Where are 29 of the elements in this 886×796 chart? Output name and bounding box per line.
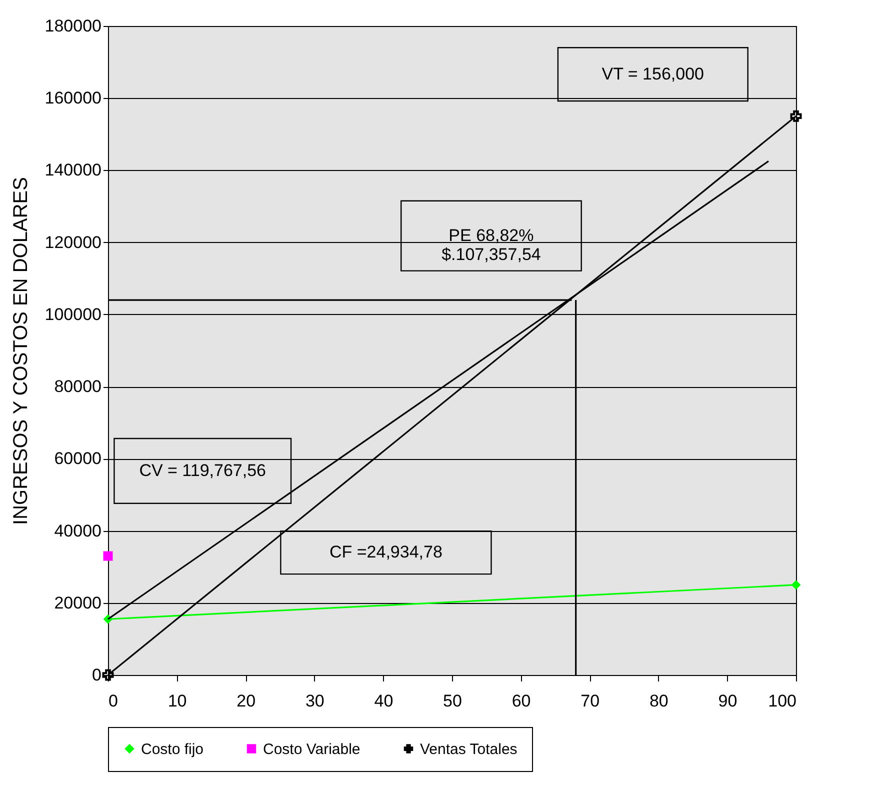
y-tick-label: 180000 — [44, 16, 102, 36]
x-tick-label: 40 — [374, 692, 394, 710]
y-tick-label: 100000 — [44, 304, 102, 324]
annotation: CF =24,934,78 — [329, 542, 442, 562]
y-tick-label: 140000 — [44, 160, 102, 180]
x-tick-label: 50 — [443, 692, 462, 710]
annotation: CV = 119,767,56 — [139, 460, 266, 480]
x-tick-label: 70 — [580, 692, 600, 710]
x-tick-label: 100 — [768, 692, 796, 710]
y-axis-title: INGRESOS Y COSTOS EN DOLARES — [10, 177, 32, 525]
legend-label: Ventas Totales — [420, 740, 518, 758]
y-tick-label: 80000 — [54, 377, 102, 396]
x-tick-label: 30 — [305, 692, 324, 710]
x-tick-label: 10 — [168, 692, 187, 710]
y-tick-label: 120000 — [44, 232, 102, 252]
annotation: VT = 156,000 — [602, 64, 704, 84]
x-tick-label: 20 — [236, 692, 256, 710]
y-tick-label: 40000 — [54, 521, 102, 540]
y-tick-label: 160000 — [44, 88, 102, 108]
x-tick-label: 0 — [108, 692, 118, 710]
y-tick-label: 20000 — [54, 593, 102, 612]
x-tick-label: 60 — [512, 692, 531, 710]
legend-label: Costo fijo — [141, 740, 204, 758]
y-tick-label: 60000 — [54, 449, 102, 468]
legend-label: Costo Variable — [263, 740, 360, 758]
x-tick-label: 90 — [718, 692, 738, 710]
annotation: PE 68,82% $.107,357,54 — [442, 226, 541, 264]
y-tick-label: 0 — [92, 666, 102, 684]
x-tick-label: 80 — [649, 692, 668, 710]
